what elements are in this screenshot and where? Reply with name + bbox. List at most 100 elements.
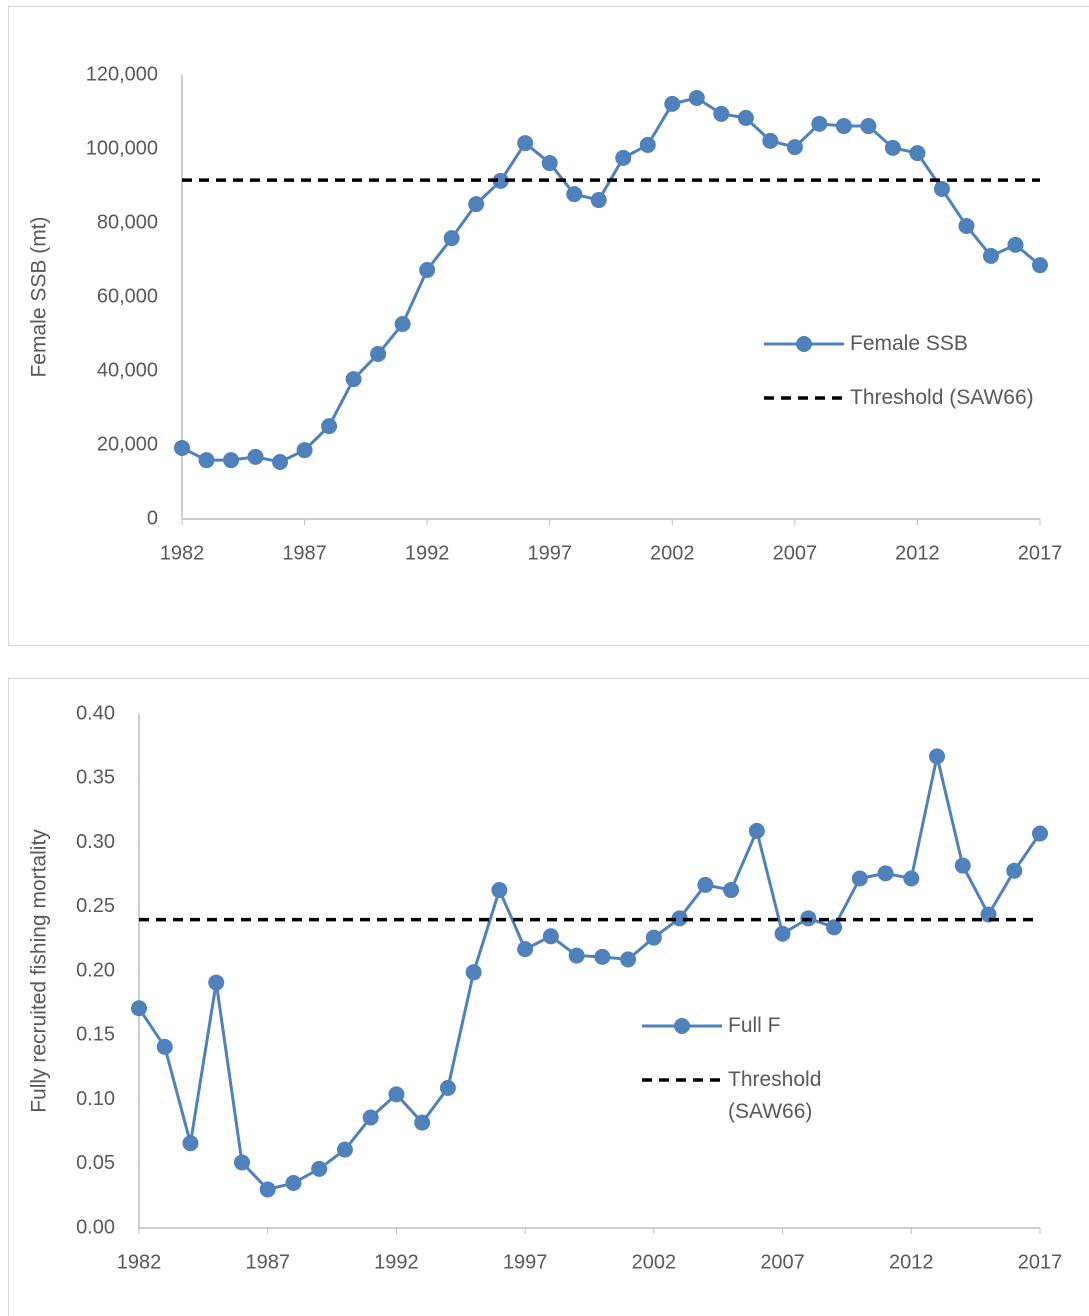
point [774, 925, 791, 942]
y-tick-label: 0.35 [76, 767, 115, 789]
chart-frame [8, 6, 1089, 646]
point [1032, 257, 1048, 274]
point [664, 95, 681, 112]
legend: Full F Threshold (SAW66) [640, 1010, 850, 1150]
point [336, 1141, 353, 1158]
point [1006, 862, 1023, 879]
legend-label: Full F [728, 1014, 781, 1037]
legend-label: Female SSB [850, 332, 968, 355]
legend-swatch [764, 396, 844, 400]
point [394, 316, 411, 333]
y-tick-label: 120,000 [86, 63, 158, 85]
y-tick-label: 0 [147, 507, 158, 529]
x-tick-label: 2002 [650, 542, 695, 564]
legend-swatch [642, 1078, 722, 1082]
y-tick-label: 80,000 [97, 211, 158, 233]
y-tick-label: 0.25 [76, 895, 115, 917]
x-tick-label: 2017 [1018, 542, 1063, 564]
point [713, 105, 730, 122]
point [296, 442, 313, 459]
legend-item: Female SSB [762, 328, 1082, 360]
point [671, 910, 688, 927]
y-tick-label: 20,000 [97, 433, 158, 455]
point [198, 452, 215, 469]
point [982, 247, 999, 264]
point [688, 89, 705, 106]
point [468, 196, 485, 213]
point [388, 1086, 405, 1103]
point [208, 974, 225, 991]
point [909, 145, 926, 162]
point [439, 1079, 456, 1096]
y-tick-label: 0.40 [76, 702, 115, 724]
point [1007, 236, 1024, 253]
point [370, 345, 387, 362]
point [594, 948, 611, 965]
legend-item: Threshold (SAW66) [640, 1064, 850, 1128]
x-tick-label: 1997 [527, 542, 572, 564]
point [639, 136, 656, 153]
y-axis-title: Fully recruited fishing mortality [28, 829, 51, 1113]
legend-marker [796, 336, 812, 352]
legend-marker [674, 1018, 690, 1034]
point [345, 371, 362, 388]
point [311, 1160, 328, 1177]
point [851, 870, 868, 887]
x-tick-label: 2007 [773, 542, 818, 564]
x-tick-label: 2012 [889, 1251, 934, 1273]
point [762, 132, 779, 149]
y-axis-title: Female SSB (mt) [28, 216, 51, 377]
point [492, 172, 509, 189]
point [954, 857, 971, 874]
y-tick-label: 0.10 [76, 1088, 115, 1110]
point [491, 882, 508, 899]
point [541, 155, 558, 172]
legend-swatch [764, 336, 844, 352]
point [811, 115, 828, 132]
point [723, 882, 740, 899]
point [568, 947, 585, 964]
x-tick-label: 1982 [160, 542, 205, 564]
y-tick-label: 0.30 [76, 831, 115, 853]
point [566, 186, 583, 203]
point [835, 118, 852, 135]
legend-item: Full F [640, 1010, 850, 1042]
point [958, 217, 975, 234]
point [645, 929, 662, 946]
legend: Female SSB Threshold (SAW66) [762, 328, 1082, 436]
legend-swatch [642, 1018, 722, 1034]
y-tick-label: 100,000 [86, 137, 158, 159]
y-tick-label: 40,000 [97, 359, 158, 381]
y-tick-label: 0.05 [76, 1152, 115, 1174]
chart-frame [8, 678, 1089, 1316]
point [517, 135, 534, 152]
legend-label: Threshold (SAW66) [850, 386, 1034, 409]
point [414, 1114, 431, 1131]
point [362, 1109, 379, 1126]
x-tick-label: 2007 [760, 1251, 805, 1273]
point [737, 109, 754, 126]
point [259, 1181, 276, 1198]
point [156, 1038, 173, 1055]
x-tick-label: 2012 [895, 542, 940, 564]
point [903, 870, 920, 887]
point [884, 139, 901, 156]
point [590, 192, 607, 209]
x-tick-label: 2002 [632, 1251, 677, 1273]
point [321, 418, 338, 435]
point [174, 439, 190, 456]
y-tick-label: 60,000 [97, 285, 158, 307]
legend-label: Threshold (SAW66) [728, 1068, 822, 1123]
point [233, 1154, 250, 1171]
y-tick-label: 0.00 [76, 1216, 115, 1238]
point [786, 139, 803, 156]
x-tick-label: 2017 [1018, 1251, 1063, 1273]
y-tick-label: 0.20 [76, 959, 115, 981]
point [443, 230, 460, 247]
point [826, 919, 843, 936]
point [247, 448, 264, 465]
point [223, 452, 240, 469]
point [860, 118, 877, 135]
point [615, 149, 632, 166]
